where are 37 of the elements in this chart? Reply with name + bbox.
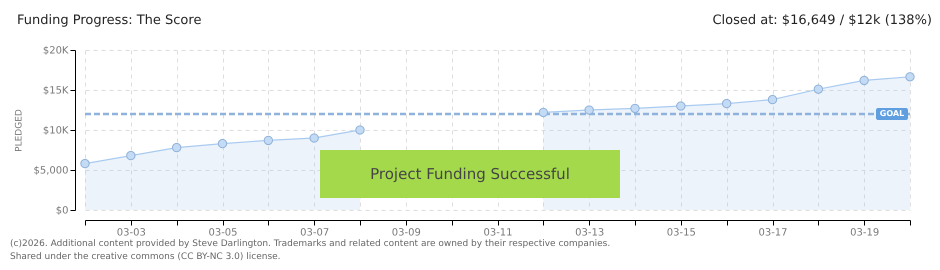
point: [630, 104, 640, 114]
x-tick-label: 03-05: [208, 228, 238, 238]
point: [814, 84, 824, 94]
text: (c)2026. Additional content provided by Steve Darlington. Trademarks and related content are owned by their respective companies.: [10, 239, 610, 249]
point: [584, 105, 594, 115]
y-tick-label: $15K: [42, 86, 69, 96]
point: [859, 76, 869, 86]
point: [538, 108, 548, 118]
point: [264, 136, 274, 146]
chart-title: Funding Progress: The Score: [17, 13, 202, 28]
point: [722, 98, 732, 108]
point: [172, 142, 182, 152]
y-tick-label: $0: [56, 206, 68, 216]
x-tick-label: 03-13: [575, 228, 604, 238]
y-tick-label: $5,000: [34, 166, 68, 176]
point: [80, 158, 90, 168]
text: Closed at: $16,649 / $12k (138%): [712, 13, 932, 28]
x-tick-label: 03-07: [300, 228, 330, 238]
point: [355, 125, 365, 135]
x-tick-label: 03-15: [666, 228, 696, 238]
point: [218, 138, 228, 148]
x-tick-label: 03-11: [483, 228, 513, 238]
point: [676, 101, 686, 111]
y-tick-label: $10K: [42, 126, 69, 136]
point: [126, 150, 136, 160]
x-tick-label: 03-09: [392, 228, 421, 238]
point: [768, 94, 778, 104]
x-tick-label: 03-17: [758, 228, 788, 238]
banner-box: Project Funding Successful: [320, 150, 620, 198]
y-tick-label: $20K: [42, 46, 69, 56]
point: [905, 72, 915, 82]
x-tick-label: 03-03: [116, 228, 146, 238]
ref-line-label: GOAL: [880, 109, 904, 118]
y-axis-title: PLEDGED: [14, 109, 25, 152]
text: Shared under the creative commons (CC BY-NC 3.0) license.: [10, 252, 281, 262]
point: [309, 133, 319, 143]
x-tick-label: 03-19: [850, 228, 880, 238]
